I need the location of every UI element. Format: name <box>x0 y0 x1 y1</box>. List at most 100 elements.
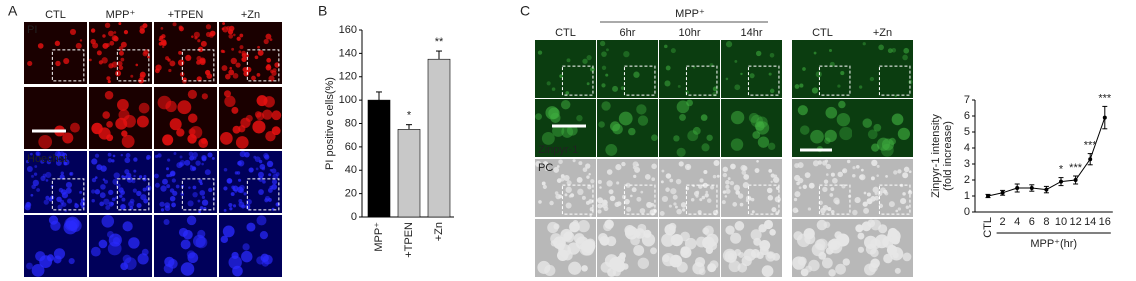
cell <box>558 159 563 165</box>
cell <box>702 182 708 188</box>
cell <box>262 109 273 120</box>
cell <box>228 69 235 76</box>
x-tick-label: MPP⁺ <box>373 222 385 252</box>
cell <box>38 135 53 149</box>
cell <box>175 184 180 189</box>
cell <box>894 267 901 274</box>
cell <box>730 110 745 125</box>
cell <box>222 50 226 54</box>
cell <box>608 189 614 195</box>
cell <box>209 30 216 37</box>
cell <box>577 188 584 196</box>
cell <box>563 175 570 181</box>
cell <box>830 209 835 214</box>
cell <box>234 171 239 175</box>
cell <box>226 178 233 184</box>
cell <box>197 199 201 203</box>
cell <box>230 192 235 197</box>
cell <box>239 151 246 158</box>
cell <box>839 126 853 141</box>
cell <box>237 160 242 166</box>
cell <box>266 57 272 63</box>
cell <box>537 260 551 274</box>
cell <box>582 58 588 64</box>
cell <box>178 161 184 167</box>
cell <box>725 41 733 48</box>
cell <box>154 68 160 74</box>
cell <box>121 134 135 148</box>
cell <box>168 173 173 178</box>
cell <box>266 160 274 168</box>
cell <box>201 93 208 100</box>
cell <box>271 179 278 185</box>
cell <box>900 197 907 205</box>
cell <box>137 253 149 265</box>
cell <box>832 177 838 184</box>
cell <box>31 174 34 178</box>
cell <box>727 177 731 181</box>
cell <box>724 195 728 198</box>
cell <box>556 165 560 168</box>
cell <box>637 115 649 126</box>
cell <box>205 24 212 30</box>
cell <box>254 55 259 60</box>
cell <box>557 249 569 261</box>
cell <box>90 246 101 257</box>
cell <box>871 159 878 167</box>
cell <box>796 181 800 186</box>
cell <box>220 132 233 145</box>
cell <box>199 182 203 186</box>
inset-box <box>561 65 594 96</box>
cell <box>603 222 612 232</box>
cell <box>646 201 653 209</box>
cell <box>113 31 117 34</box>
cell <box>572 219 579 227</box>
cell <box>60 199 65 204</box>
cell <box>802 184 807 189</box>
cell <box>768 168 773 173</box>
cell <box>220 235 229 244</box>
point <box>1000 190 1005 195</box>
cell <box>221 27 225 31</box>
cell <box>133 157 138 162</box>
cell <box>815 71 822 78</box>
inset-box <box>818 65 851 96</box>
cell <box>597 179 602 185</box>
cell <box>169 118 182 131</box>
cell <box>713 159 720 167</box>
cell <box>121 130 128 137</box>
cell <box>750 229 762 241</box>
cell <box>757 136 770 148</box>
cell <box>870 196 876 202</box>
cell <box>794 84 800 89</box>
column-label: +Zn <box>241 9 260 21</box>
cell <box>670 48 676 54</box>
cell <box>223 90 231 98</box>
cell <box>793 197 798 202</box>
cell <box>680 231 690 242</box>
cell <box>633 230 641 238</box>
cell <box>754 121 765 131</box>
cell <box>813 51 817 55</box>
cell <box>120 262 129 271</box>
cell <box>128 201 135 208</box>
y-axis-label: Zinpyr-1 intensity <box>930 114 942 198</box>
row-label: Zinpyr-1 <box>538 144 578 156</box>
cell <box>818 251 827 260</box>
cell <box>883 189 888 194</box>
inset-box <box>116 49 150 82</box>
cell <box>106 120 113 128</box>
cell <box>678 161 684 167</box>
cell <box>91 198 95 203</box>
cell <box>139 74 145 80</box>
cell <box>600 204 604 208</box>
cell <box>96 50 102 56</box>
inset-box <box>246 49 280 82</box>
cell <box>846 159 851 164</box>
cell <box>228 33 234 39</box>
cell <box>800 268 809 277</box>
cell <box>192 185 197 190</box>
cell <box>91 177 97 183</box>
cell <box>686 165 690 169</box>
cell <box>241 56 247 63</box>
